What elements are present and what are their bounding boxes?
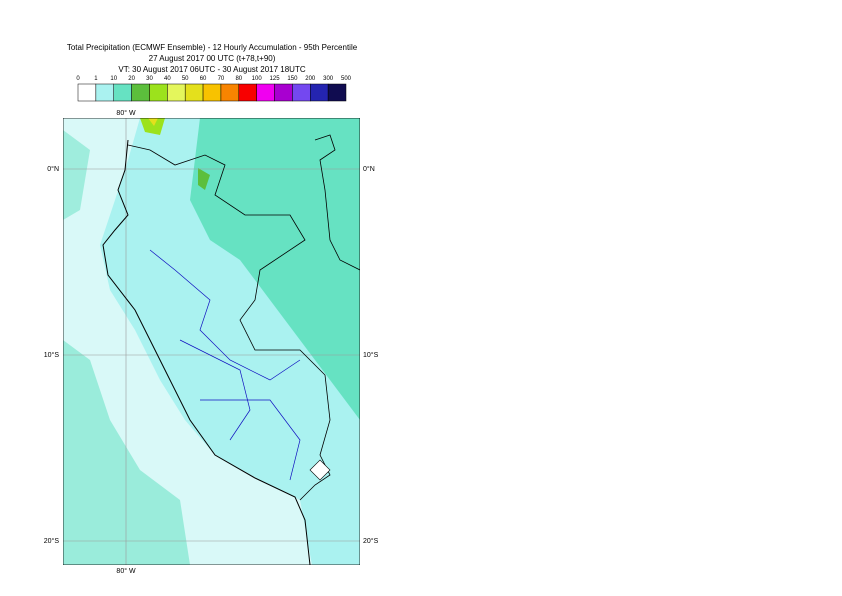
legend-swatch	[220, 83, 240, 102]
legend-swatch	[131, 83, 150, 102]
subtitle: 27 August 2017 00 UTC (t+78,t+90)	[149, 54, 276, 63]
coastline	[102, 139, 311, 565]
legend-swatch	[149, 83, 168, 102]
legend-swatch	[167, 83, 186, 102]
legend-swatch	[113, 83, 132, 102]
lon-label: 80° W	[116, 109, 136, 117]
legend-label: 150	[287, 76, 298, 82]
legend-swatch	[95, 83, 114, 102]
valid-time: VT: 30 August 2017 06UTC - 30 August 201…	[118, 65, 305, 74]
legend-swatch	[310, 83, 329, 102]
legend-label: 20	[128, 76, 135, 82]
legend-label: 125	[270, 76, 281, 82]
legend-swatch	[327, 83, 347, 102]
legend-label: 100	[252, 76, 263, 82]
legend-swatch	[77, 83, 97, 102]
lat-label: 0°N	[47, 165, 59, 173]
legend-label: 10	[110, 76, 117, 82]
map	[63, 118, 360, 565]
legend-swatch	[256, 83, 275, 102]
legend-label: 1	[94, 76, 98, 82]
land-precip	[190, 118, 360, 420]
border	[127, 144, 331, 501]
precip-max	[148, 118, 158, 126]
lat-label: 10°S	[363, 351, 379, 359]
legend-label: 0	[76, 76, 80, 82]
lon-label: 80° W	[116, 567, 136, 575]
legend-label: 60	[200, 76, 207, 82]
lat-label: 20°S	[363, 537, 379, 545]
lake	[309, 459, 331, 481]
legend-swatch	[238, 83, 257, 102]
legend-label: 40	[164, 76, 171, 82]
border	[314, 134, 360, 271]
legend-swatch	[292, 83, 311, 102]
legend-swatch	[274, 83, 293, 102]
lat-label: 0°N	[363, 165, 375, 173]
legend-label: 80	[235, 76, 242, 82]
legend-swatch	[184, 83, 204, 102]
legend-label: 200	[305, 76, 316, 82]
title: Total Precipitation (ECMWF Ensemble) - 1…	[67, 43, 358, 52]
region-borders	[149, 249, 301, 481]
precip-cell	[198, 168, 210, 190]
legend-swatch	[202, 83, 222, 102]
legend-label: 300	[323, 76, 334, 82]
lat-label: 20°S	[44, 537, 60, 545]
legend-label: 70	[218, 76, 225, 82]
legend-label: 500	[341, 76, 352, 82]
ocean-precip	[63, 340, 190, 565]
ocean-precip	[63, 130, 90, 220]
lat-label: 10°S	[44, 351, 60, 359]
precip-max	[140, 118, 165, 135]
legend-label: 50	[182, 76, 189, 82]
legend: 0 1 10 20 30 40 50 60 70 80 100 125 150 200 300 500	[76, 76, 352, 102]
legend-label: 30	[146, 76, 153, 82]
